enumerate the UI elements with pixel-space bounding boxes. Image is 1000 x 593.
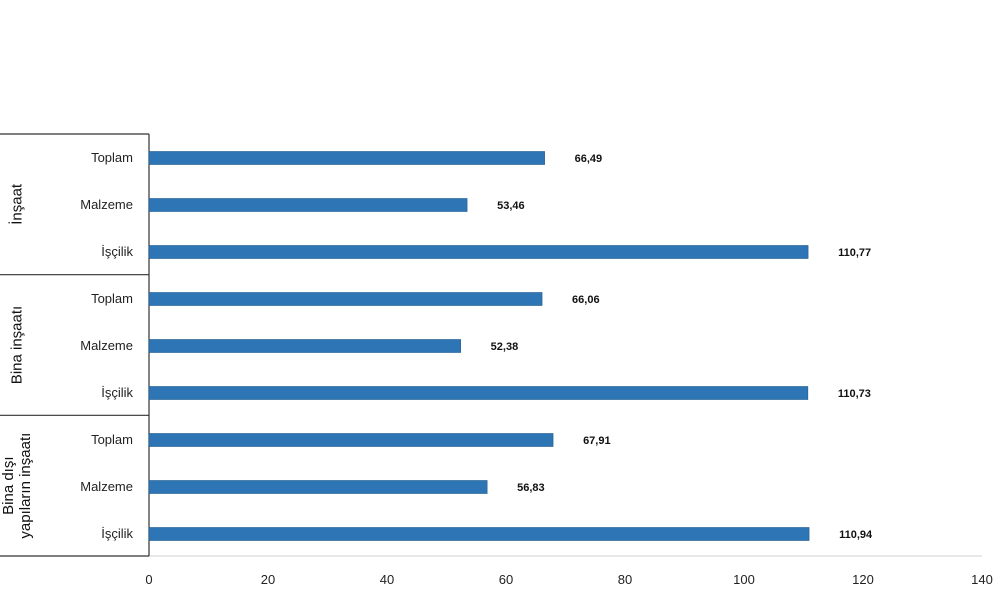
- bar: [148, 339, 461, 353]
- bar: [148, 198, 468, 212]
- bar: [148, 480, 488, 494]
- bar: [148, 433, 554, 447]
- x-tick-label: 60: [499, 572, 513, 587]
- x-tick-label: 120: [852, 572, 874, 587]
- x-tick-label: 100: [733, 572, 755, 587]
- category-label: Toplam: [91, 291, 133, 306]
- value-label: 53,46: [497, 200, 525, 212]
- category-label: Malzeme: [80, 338, 133, 353]
- value-label: 110,73: [838, 388, 871, 400]
- category-label: İşçilik: [101, 244, 133, 259]
- value-label: 110,94: [839, 529, 873, 541]
- value-label: 66,06: [572, 294, 600, 306]
- group-label: Bina inşaatı: [9, 306, 26, 384]
- bar: [148, 527, 810, 541]
- category-label: Toplam: [91, 150, 133, 165]
- group-label: yapıların inşaatı: [17, 433, 34, 539]
- category-label: Toplam: [91, 432, 133, 447]
- x-tick-label: 0: [145, 572, 152, 587]
- x-tick-label: 140: [971, 572, 993, 587]
- x-tick-label: 40: [380, 572, 394, 587]
- category-label: İşçilik: [101, 385, 133, 400]
- value-label: 56,83: [517, 482, 545, 494]
- category-label: Malzeme: [80, 479, 133, 494]
- bar: [148, 245, 809, 259]
- category-label: Malzeme: [80, 197, 133, 212]
- bar: [148, 292, 543, 306]
- value-label: 52,38: [491, 341, 519, 353]
- bar: [148, 386, 809, 400]
- value-label: 110,77: [838, 247, 871, 259]
- group-label: İnşaat: [8, 183, 26, 225]
- value-label: 66,49: [575, 153, 603, 165]
- group-label: Bina dışı: [0, 456, 17, 514]
- value-label: 67,91: [583, 435, 611, 447]
- x-tick-label: 80: [618, 572, 632, 587]
- category-label: İşçilik: [101, 526, 133, 541]
- bar: [148, 151, 545, 165]
- x-tick-label: 20: [261, 572, 275, 587]
